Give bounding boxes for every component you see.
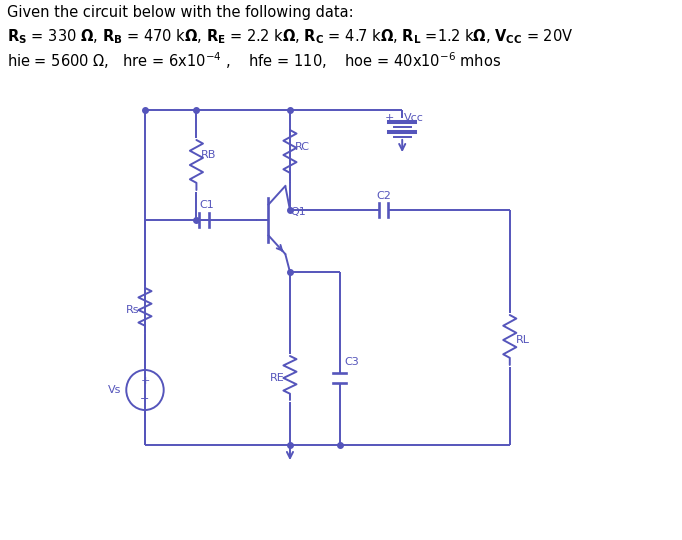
Text: Given the circuit below with the following data:: Given the circuit below with the followi… <box>8 5 354 20</box>
Text: C2: C2 <box>376 191 391 201</box>
Text: Vs: Vs <box>108 385 122 395</box>
Text: hie = 5600 $\Omega$,   hre = 6x10$^{-4}$ ,    hfe = 110,    hoe = 40x10$^{-6}$ m: hie = 5600 $\Omega$, hre = 6x10$^{-4}$ ,… <box>8 50 501 71</box>
Text: C3: C3 <box>344 357 359 367</box>
Text: C1: C1 <box>199 200 214 210</box>
Text: RL: RL <box>516 335 529 345</box>
Text: RC: RC <box>295 142 310 152</box>
Text: RE: RE <box>269 373 284 383</box>
Text: Rs: Rs <box>126 305 139 315</box>
Text: −: − <box>140 394 149 404</box>
Text: +: + <box>140 376 149 386</box>
Text: Vcc: Vcc <box>404 113 424 123</box>
Text: $\mathbf{R_S}$ = 330 $\mathbf{\Omega}$, $\mathbf{R_B}$ = 470 k$\mathbf{\Omega}$,: $\mathbf{R_S}$ = 330 $\mathbf{\Omega}$, … <box>8 27 574 46</box>
Text: +: + <box>385 113 394 123</box>
Text: Q1: Q1 <box>290 207 306 217</box>
Text: RB: RB <box>201 150 216 160</box>
